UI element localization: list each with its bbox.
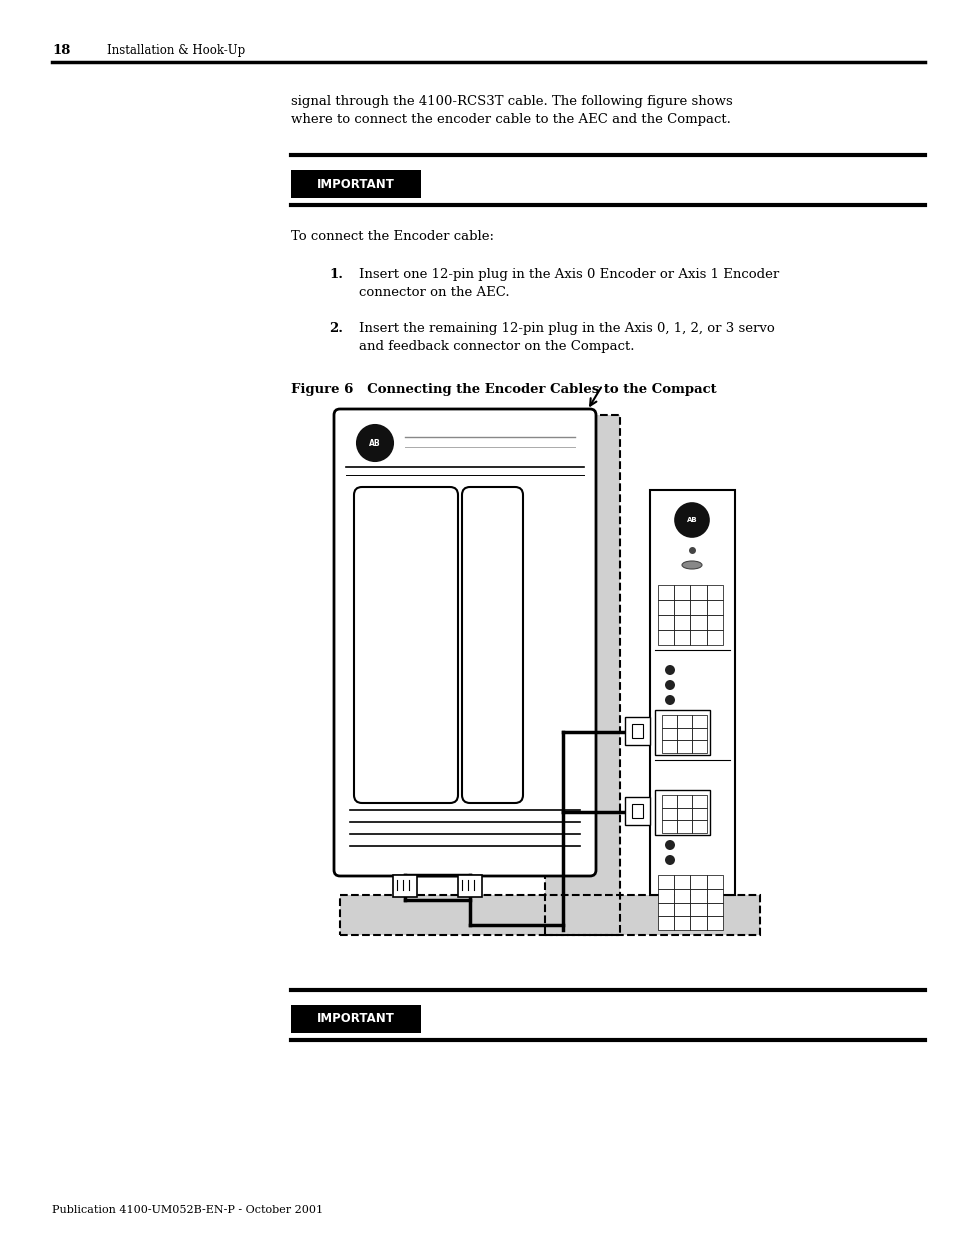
Bar [690, 630, 706, 645]
Text: IMPORTANT: IMPORTANT [316, 1013, 395, 1025]
Bar [677, 808, 691, 820]
Bar [661, 808, 677, 820]
Bar [677, 715, 691, 727]
Circle shape [664, 664, 675, 676]
Bar [339, 895, 760, 935]
Bar [690, 615, 706, 630]
Bar [690, 585, 706, 600]
Circle shape [675, 503, 708, 537]
Bar [655, 710, 709, 755]
Circle shape [664, 855, 675, 864]
Bar [674, 903, 690, 916]
Bar [658, 585, 674, 600]
Bar [631, 804, 642, 818]
Bar [624, 797, 649, 825]
Text: IMPORTANT: IMPORTANT [316, 178, 395, 190]
Bar [661, 820, 677, 832]
Bar [674, 876, 690, 889]
Bar [690, 903, 706, 916]
Bar [649, 490, 734, 895]
Bar [677, 740, 691, 753]
Bar [706, 876, 722, 889]
Bar [544, 415, 619, 935]
Text: signal through the 4100-RCS3T cable. The following figure shows
where to connect: signal through the 4100-RCS3T cable. The… [291, 95, 732, 126]
Bar [690, 876, 706, 889]
Bar [691, 795, 706, 808]
Bar [674, 889, 690, 903]
Bar [631, 724, 642, 739]
Bar [661, 715, 677, 727]
Bar [706, 916, 722, 930]
Text: To connect the Encoder cable:: To connect the Encoder cable: [291, 230, 494, 243]
Bar [706, 903, 722, 916]
Bar [691, 715, 706, 727]
Circle shape [664, 680, 675, 690]
Bar [544, 415, 619, 935]
Bar [690, 916, 706, 930]
Bar [706, 889, 722, 903]
Bar [691, 727, 706, 740]
Bar [674, 630, 690, 645]
Bar [291, 170, 420, 198]
Bar [706, 600, 722, 615]
Bar [674, 585, 690, 600]
Bar [661, 795, 677, 808]
Circle shape [664, 695, 675, 705]
Bar [690, 889, 706, 903]
Bar [339, 895, 760, 935]
Bar [691, 740, 706, 753]
Text: AB: AB [369, 438, 380, 447]
Bar [677, 820, 691, 832]
Text: 18: 18 [52, 43, 71, 57]
Text: Installation & Hook-Up: Installation & Hook-Up [108, 43, 246, 57]
Bar [291, 1005, 420, 1032]
FancyBboxPatch shape [461, 487, 522, 803]
Bar [674, 916, 690, 930]
Bar [457, 876, 481, 897]
Bar [655, 790, 709, 835]
Text: Insert one 12-pin plug in the Axis 0 Encoder or Axis 1 Encoder
connector on the : Insert one 12-pin plug in the Axis 0 Enc… [358, 268, 779, 299]
Bar [691, 820, 706, 832]
Text: Insert the remaining 12-pin plug in the Axis 0, 1, 2, or 3 servo
and feedback co: Insert the remaining 12-pin plug in the … [358, 322, 774, 353]
Bar [658, 600, 674, 615]
Bar [658, 876, 674, 889]
Bar [658, 916, 674, 930]
Bar [658, 615, 674, 630]
Bar [674, 615, 690, 630]
Text: Publication 4100-UM052B-EN-P - October 2001: Publication 4100-UM052B-EN-P - October 2… [52, 1205, 323, 1215]
Bar [706, 630, 722, 645]
Circle shape [356, 425, 393, 461]
Bar [691, 808, 706, 820]
Text: Figure 6   Connecting the Encoder Cables to the Compact: Figure 6 Connecting the Encoder Cables t… [291, 383, 716, 396]
Bar [661, 727, 677, 740]
Text: 1.: 1. [329, 268, 343, 282]
Bar [658, 630, 674, 645]
Bar [393, 876, 416, 897]
Bar [706, 585, 722, 600]
FancyBboxPatch shape [334, 409, 596, 876]
Bar [677, 795, 691, 808]
Bar [658, 903, 674, 916]
Bar [690, 600, 706, 615]
Bar [658, 889, 674, 903]
Bar [677, 727, 691, 740]
Text: AB: AB [686, 517, 697, 522]
Text: 2.: 2. [329, 322, 343, 335]
Bar [706, 615, 722, 630]
Circle shape [664, 840, 675, 850]
Ellipse shape [681, 561, 701, 569]
Bar [674, 600, 690, 615]
FancyBboxPatch shape [354, 487, 457, 803]
Bar [661, 740, 677, 753]
Bar [624, 718, 649, 745]
